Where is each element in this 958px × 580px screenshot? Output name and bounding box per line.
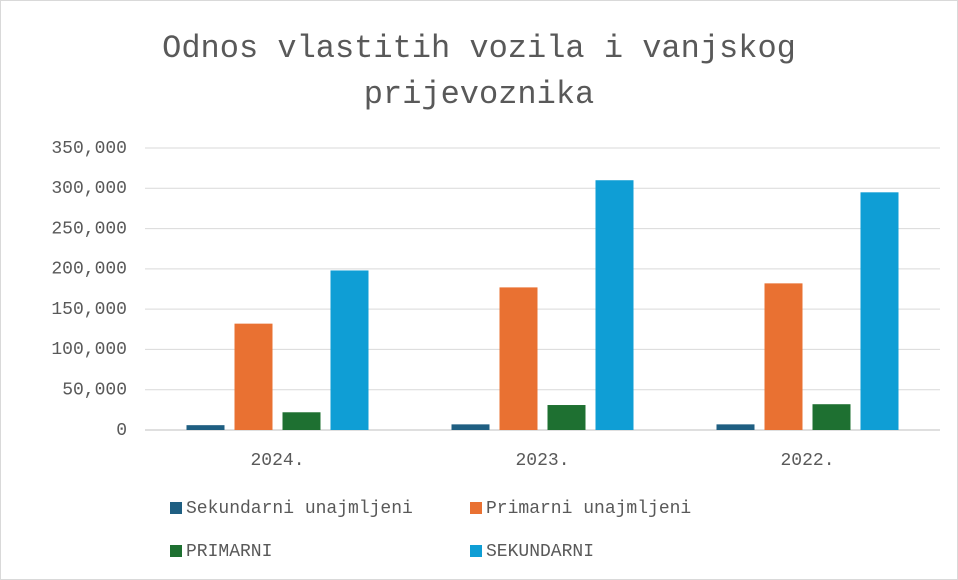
legend-label: Sekundarni unajmljeni <box>186 499 413 519</box>
y-tick-label: 150,000 <box>51 300 127 320</box>
x-tick-label: 2023. <box>515 451 569 471</box>
bar <box>234 323 273 430</box>
chart-title: Odnos vlastitih vozila i vanjskog prijev… <box>162 30 796 113</box>
x-tick-label: 2022. <box>780 451 834 471</box>
legend-swatch <box>470 545 482 557</box>
bar <box>186 425 225 430</box>
legend-label: PRIMARNI <box>186 542 272 562</box>
y-tick-label: 0 <box>116 421 127 441</box>
y-tick-label: 100,000 <box>51 340 127 360</box>
bar <box>764 283 803 430</box>
bar <box>499 287 538 430</box>
legend-label: Primarni unajmljeni <box>486 499 691 519</box>
y-tick-label: 200,000 <box>51 260 127 280</box>
bar <box>860 192 899 430</box>
bar <box>716 424 755 430</box>
y-tick-label: 300,000 <box>51 179 127 199</box>
bar <box>595 180 634 430</box>
y-tick-label: 50,000 <box>62 380 127 400</box>
bar <box>330 270 369 430</box>
bar <box>812 404 851 430</box>
legend-swatch <box>170 545 182 557</box>
legend-swatch <box>470 502 482 514</box>
legend-swatch <box>170 502 182 514</box>
bar <box>547 405 586 430</box>
bar <box>451 424 490 430</box>
legend-label: SEKUNDARNI <box>486 542 594 562</box>
y-tick-label: 250,000 <box>51 219 127 239</box>
y-tick-label: 350,000 <box>51 139 127 159</box>
bar <box>282 412 321 430</box>
x-tick-label: 2024. <box>250 451 304 471</box>
